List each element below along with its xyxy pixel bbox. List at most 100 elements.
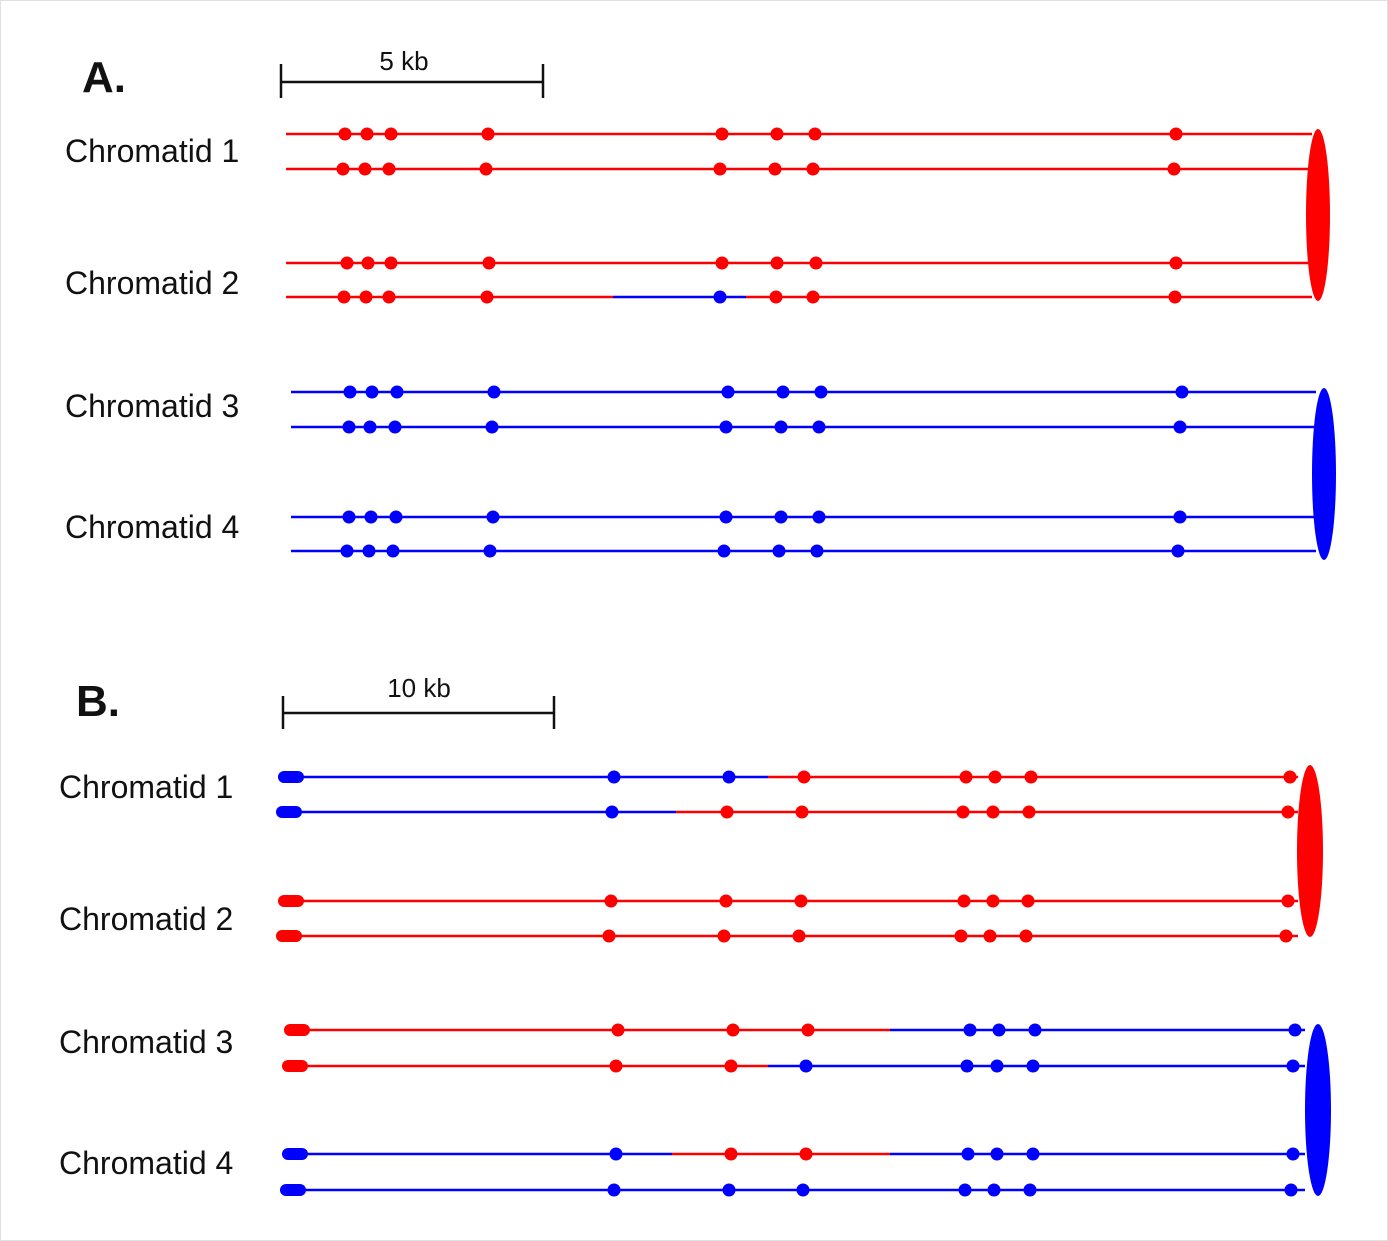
marker-dot bbox=[715, 127, 729, 141]
telomere-cap bbox=[282, 1060, 308, 1072]
marker-dot bbox=[481, 127, 495, 141]
marker-dot bbox=[358, 162, 372, 176]
marker-dot bbox=[722, 770, 736, 784]
panel-a-label: A. bbox=[82, 53, 126, 102]
marker-dot bbox=[1021, 894, 1035, 908]
marker-dot bbox=[482, 256, 496, 270]
marker-dot bbox=[1168, 290, 1182, 304]
marker-dot bbox=[362, 544, 376, 558]
marker-dot bbox=[483, 544, 497, 558]
marker-dot bbox=[365, 385, 379, 399]
marker-dot bbox=[1281, 805, 1295, 819]
marker-dot bbox=[957, 894, 971, 908]
marker-dot bbox=[720, 805, 734, 819]
marker-dot bbox=[983, 929, 997, 943]
marker-dot bbox=[774, 510, 788, 524]
marker-dot bbox=[961, 1147, 975, 1161]
marker-dot bbox=[359, 290, 373, 304]
panel-b: B. 10 kb Chromatid 1 Chromatid 2 Chromat… bbox=[59, 673, 1331, 1197]
marker-dot bbox=[812, 420, 826, 434]
panel-a-row-label-4: Chromatid 4 bbox=[65, 509, 239, 545]
marker-dot bbox=[384, 127, 398, 141]
marker-dot bbox=[724, 1147, 738, 1161]
marker-dot bbox=[1028, 1023, 1042, 1037]
panel-a-strands bbox=[286, 127, 1336, 560]
marker-dot bbox=[1283, 770, 1297, 784]
marker-dot bbox=[1022, 805, 1036, 819]
marker-dot bbox=[364, 510, 378, 524]
marker-dot bbox=[1171, 544, 1185, 558]
marker-dot bbox=[1019, 929, 1033, 943]
marker-dot bbox=[360, 127, 374, 141]
marker-dot bbox=[1169, 127, 1183, 141]
marker-dot bbox=[340, 544, 354, 558]
marker-dot bbox=[719, 510, 733, 524]
panel-b-scale-bar: 10 kb bbox=[281, 673, 556, 729]
marker-dot bbox=[1167, 162, 1181, 176]
marker-dot bbox=[479, 162, 493, 176]
marker-dot bbox=[715, 256, 729, 270]
centromere bbox=[1306, 129, 1330, 301]
marker-dot bbox=[485, 420, 499, 434]
marker-dot bbox=[1279, 929, 1293, 943]
marker-dot bbox=[768, 162, 782, 176]
telomere-cap bbox=[280, 1184, 306, 1196]
marker-dot bbox=[954, 929, 968, 943]
marker-dot bbox=[609, 1059, 623, 1073]
telomere-cap bbox=[282, 1148, 308, 1160]
marker-dot bbox=[713, 162, 727, 176]
marker-dot bbox=[719, 894, 733, 908]
marker-dot bbox=[384, 256, 398, 270]
panel-a-scale-bar: 5 kb bbox=[279, 46, 545, 98]
telomere-cap bbox=[276, 930, 302, 942]
panel-b-row-label-1: Chromatid 1 bbox=[59, 769, 233, 805]
panel-b-row-label-3: Chromatid 3 bbox=[59, 1024, 233, 1060]
marker-dot bbox=[487, 385, 501, 399]
marker-dot bbox=[607, 1183, 621, 1197]
marker-dot bbox=[963, 1023, 977, 1037]
marker-dot bbox=[801, 1023, 815, 1037]
marker-dot bbox=[338, 127, 352, 141]
marker-dot bbox=[959, 770, 973, 784]
marker-dot bbox=[986, 805, 1000, 819]
marker-dot bbox=[363, 420, 377, 434]
marker-dot bbox=[386, 544, 400, 558]
marker-dot bbox=[609, 1147, 623, 1161]
marker-dot bbox=[721, 385, 735, 399]
telomere-cap bbox=[278, 771, 304, 783]
marker-dot bbox=[1023, 1183, 1037, 1197]
marker-dot bbox=[607, 770, 621, 784]
centromere bbox=[1312, 388, 1336, 560]
marker-dot bbox=[1281, 894, 1295, 908]
marker-dot bbox=[382, 290, 396, 304]
marker-dot bbox=[605, 805, 619, 819]
panel-a-row-label-3: Chromatid 3 bbox=[65, 388, 239, 424]
telomere-cap bbox=[278, 895, 304, 907]
marker-dot bbox=[1175, 385, 1189, 399]
panel-b-row-label-2: Chromatid 2 bbox=[59, 901, 233, 937]
marker-dot bbox=[340, 256, 354, 270]
marker-dot bbox=[810, 544, 824, 558]
marker-dot bbox=[390, 385, 404, 399]
marker-dot bbox=[722, 1183, 736, 1197]
marker-dot bbox=[796, 1183, 810, 1197]
marker-dot bbox=[990, 1059, 1004, 1073]
marker-dot bbox=[770, 256, 784, 270]
marker-dot bbox=[611, 1023, 625, 1037]
marker-dot bbox=[389, 510, 403, 524]
marker-dot bbox=[1024, 770, 1038, 784]
marker-dot bbox=[794, 894, 808, 908]
marker-dot bbox=[806, 290, 820, 304]
marker-dot bbox=[956, 805, 970, 819]
panel-b-row-label-4: Chromatid 4 bbox=[59, 1145, 233, 1181]
marker-dot bbox=[769, 290, 783, 304]
marker-dot bbox=[1173, 510, 1187, 524]
marker-dot bbox=[480, 290, 494, 304]
marker-dot bbox=[388, 420, 402, 434]
marker-dot bbox=[1169, 256, 1183, 270]
marker-dot bbox=[809, 256, 823, 270]
marker-dot bbox=[814, 385, 828, 399]
scale-bar-label: 5 kb bbox=[379, 46, 428, 76]
telomere-cap bbox=[276, 806, 302, 818]
